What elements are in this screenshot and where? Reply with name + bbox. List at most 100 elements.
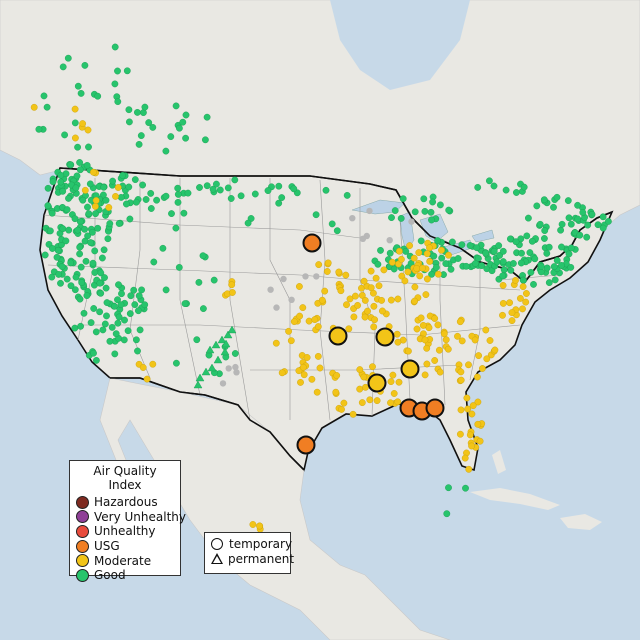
good-monitor-dot: [71, 286, 79, 294]
good-monitor-dot: [478, 262, 485, 269]
moderate-monitor-dot: [466, 431, 474, 439]
good-monitor-dot: [59, 187, 67, 195]
good-monitor-dot: [543, 249, 551, 257]
good-monitor-dot: [136, 326, 144, 334]
good-monitor-dot: [91, 269, 99, 276]
moderate-monitor-dot: [287, 337, 295, 345]
temporary-monitor-marker: [296, 435, 316, 455]
good-monitor-dot: [76, 250, 84, 258]
good-monitor-dot: [275, 182, 283, 190]
good-monitor-dot: [123, 67, 131, 75]
good-monitor-dot: [493, 258, 501, 266]
good-monitor-dot: [77, 322, 85, 330]
moderate-monitor-dot: [370, 323, 378, 331]
good-monitor-dot: [141, 103, 149, 111]
good-monitor-dot: [495, 242, 503, 250]
good-monitor-dot: [172, 359, 180, 367]
moderate-monitor-dot: [463, 394, 471, 402]
no-data-monitor-dot: [359, 235, 367, 242]
good-monitor-dot: [117, 193, 125, 201]
moderate-monitor-dot: [366, 396, 374, 404]
moderate-monitor-dot: [370, 302, 378, 310]
good-monitor-dot: [530, 280, 537, 288]
good-monitor-dot: [179, 118, 187, 126]
moderate-monitor-dot: [431, 357, 439, 364]
good-monitor-dot: [567, 220, 575, 228]
good-monitor-dot: [417, 237, 425, 245]
good-monitor-dot: [199, 252, 207, 260]
good-monitor-dot: [567, 244, 575, 252]
moderate-monitor-dot: [475, 352, 482, 359]
moderate-monitor-dot: [444, 345, 452, 353]
permanent-monitor-triangle: [220, 347, 230, 356]
good-monitor-dot: [399, 195, 407, 203]
moderate-monitor-dot: [338, 405, 345, 413]
good-monitor-dot: [111, 302, 118, 310]
no-data-monitor-dot: [386, 237, 393, 244]
good-monitor-dot: [162, 286, 170, 294]
good-monitor-dot: [135, 140, 143, 148]
permanent-monitor-triangle: [211, 340, 221, 349]
good-monitor-dot: [180, 209, 188, 217]
good-monitor-dot: [517, 259, 525, 267]
legend-item-permanent: permanent: [211, 552, 294, 567]
good-monitor-dot: [445, 206, 453, 214]
cuba: [470, 488, 560, 510]
permanent-monitor-triangle: [221, 339, 231, 348]
good-monitor-dot: [172, 224, 180, 232]
good-monitor-dot: [145, 119, 153, 127]
moderate-monitor-dot: [423, 360, 431, 368]
good-monitor-dot: [65, 194, 72, 202]
moderate-monitor-dot: [458, 337, 466, 345]
good-monitor-dot: [428, 216, 435, 224]
good-monitor-dot: [196, 184, 203, 191]
moderate-monitor-dot: [311, 316, 319, 323]
moderate-monitor-dot: [406, 242, 413, 250]
no-data-monitor-dot: [349, 215, 356, 222]
good-monitor-dot: [55, 270, 62, 278]
good-monitor-dot: [528, 237, 536, 245]
good-monitor-dot: [59, 225, 67, 233]
us-mexico-border: [110, 377, 305, 471]
moderate-monitor-dot: [491, 346, 499, 354]
aqi-legend-title: Air Quality Index: [93, 464, 157, 492]
permanent-monitor-triangle: [195, 373, 205, 382]
moderate-monitor-dot: [423, 275, 431, 283]
good-monitor-dot: [81, 62, 89, 69]
good-monitor-dot: [428, 270, 435, 278]
good-monitor-dot: [49, 245, 56, 252]
good-monitor-dot: [85, 210, 93, 218]
good-monitor-dot: [184, 189, 192, 197]
good-monitor-dot: [523, 232, 531, 240]
good-monitor-dot: [526, 249, 534, 257]
good-monitor-dot: [54, 246, 62, 254]
good-monitor-dot: [94, 92, 102, 100]
good-monitor-dot: [490, 182, 498, 190]
good-monitor-dot: [203, 182, 211, 190]
legend-item-usg: USG: [76, 539, 174, 554]
good-monitor-dot: [61, 131, 68, 139]
good-monitor-dot: [264, 187, 272, 195]
moderate-monitor-dot: [375, 282, 383, 290]
good-monitor-dot: [328, 220, 336, 228]
good-monitor-dot: [134, 347, 141, 355]
good-monitor-dot: [388, 214, 395, 222]
moderate-monitor-dots: [30, 103, 530, 533]
good-monitor-dot: [162, 147, 170, 155]
good-monitor-dot: [62, 237, 70, 245]
good-monitor-dot: [605, 217, 612, 225]
good-monitor-dot: [551, 276, 559, 284]
legend-item-moderate: Moderate: [76, 553, 174, 568]
good-monitor-dot: [490, 247, 498, 255]
good-monitor-dot: [63, 275, 71, 283]
good-monitor-dot: [557, 226, 564, 234]
good-swatch: [76, 568, 89, 582]
good-monitor-dot: [83, 292, 91, 299]
good-monitor-dot: [174, 184, 182, 192]
good-monitor-dot: [111, 80, 119, 88]
moderate-monitor-dot: [465, 465, 473, 473]
moderate-monitor-dot: [523, 290, 530, 297]
good-monitor-dot: [87, 239, 95, 247]
moderate-monitor-dot: [350, 313, 358, 321]
good-monitor-dot: [565, 250, 573, 258]
